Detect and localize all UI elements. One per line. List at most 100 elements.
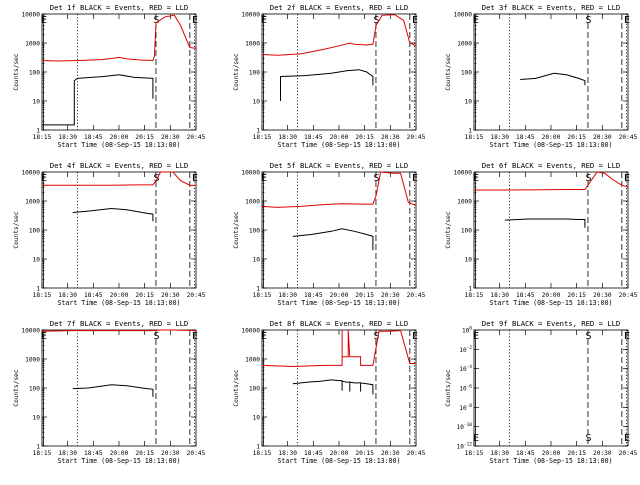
y-tick-label: 1 xyxy=(468,286,472,293)
x-tick-label: 18:45 xyxy=(84,134,103,141)
x-tick-label: 20:45 xyxy=(187,292,206,299)
y-tick-label: 100 xyxy=(29,386,40,393)
marker-label: E xyxy=(41,173,47,184)
panel-det-8: Det 8f BLACK = Events, RED = LLD 1 10 100 10… xyxy=(233,319,426,465)
panel-det-2: Det 2f BLACK = Events, RED = LLD 1 10 100 10… xyxy=(233,3,426,149)
x-axis-label: Start Time (08-Sep-15 18:13:00) xyxy=(277,299,400,307)
panel-title: Det 6f BLACK = Events, RED = LLD xyxy=(482,161,620,170)
marker-label-bottom: S xyxy=(585,433,591,444)
y-axis-label: Counts/sec xyxy=(445,369,452,407)
y-axis-label: Counts/sec xyxy=(233,369,240,407)
y-tick-label: 100 xyxy=(461,70,472,77)
y-tick-label: 1 xyxy=(256,444,260,451)
x-tick-label: 20:30 xyxy=(381,450,400,457)
x-tick-label: 18:30 xyxy=(490,450,509,457)
x-tick-label: 18:15 xyxy=(253,134,272,141)
marker-label: S xyxy=(373,15,379,26)
x-tick-label: 20:45 xyxy=(187,450,206,457)
x-axis-label: Start Time (08-Sep-15 18:13:00) xyxy=(489,141,612,149)
y-tick-label: 10000 xyxy=(21,328,40,335)
marker-label: E xyxy=(624,15,630,26)
x-tick-label: 20:15 xyxy=(135,134,154,141)
x-tick-label: 20:15 xyxy=(567,292,586,299)
x-tick-label: 18:30 xyxy=(58,450,77,457)
marker-label: S xyxy=(153,15,159,26)
x-tick-label: 20:45 xyxy=(407,450,426,457)
y-tick-label: 10000 xyxy=(453,170,472,177)
y-axis-label: Counts/sec xyxy=(13,53,20,91)
x-tick-label: 20:15 xyxy=(567,450,586,457)
x-tick-label: 18:15 xyxy=(253,292,272,299)
x-tick-label: 20:00 xyxy=(542,292,561,299)
marker-label-bottom: E xyxy=(473,433,479,444)
y-axis-label: Counts/sec xyxy=(233,211,240,249)
x-tick-label: 20:00 xyxy=(110,450,129,457)
x-tick-label: 20:30 xyxy=(161,450,180,457)
panel-title: Det 7f BLACK = Events, RED = LLD xyxy=(50,319,188,328)
x-tick-label: 18:45 xyxy=(304,292,323,299)
y-tick-label: 1 xyxy=(256,286,260,293)
x-axis-label: Start Time (08-Sep-15 18:13:00) xyxy=(277,457,400,465)
x-tick-label: 20:00 xyxy=(542,134,561,141)
series-events xyxy=(42,74,154,126)
y-tick-label: 10-2 xyxy=(459,345,472,354)
y-tick-label: 10-4 xyxy=(459,364,472,373)
marker-label: S xyxy=(373,173,379,184)
marker-label: E xyxy=(412,173,418,184)
y-tick-label: 10000 xyxy=(241,328,260,335)
series-events xyxy=(504,218,586,228)
plot-frame xyxy=(473,329,629,447)
y-tick-label: 1000 xyxy=(457,199,472,206)
y-tick-label: 1 xyxy=(36,444,40,451)
y-tick-label: 1000 xyxy=(245,357,260,364)
marker-label: S xyxy=(585,173,591,184)
series-lld xyxy=(474,171,629,191)
y-tick-label: 10000 xyxy=(21,12,40,19)
x-tick-label: 18:15 xyxy=(253,450,272,457)
marker-label: E xyxy=(412,331,418,342)
x-tick-label: 20:15 xyxy=(135,450,154,457)
x-tick-label: 18:15 xyxy=(465,450,484,457)
x-tick-label: 18:45 xyxy=(304,134,323,141)
series-lld xyxy=(42,171,197,187)
x-tick-label: 20:00 xyxy=(330,292,349,299)
x-tick-label: 20:00 xyxy=(330,134,349,141)
y-tick-label: 1000 xyxy=(25,41,40,48)
x-tick-label: 20:45 xyxy=(619,450,638,457)
x-tick-label: 20:15 xyxy=(135,292,154,299)
x-axis-label: Start Time (08-Sep-15 18:13:00) xyxy=(57,141,180,149)
x-tick-label: 18:45 xyxy=(84,292,103,299)
marker-label-bottom: E xyxy=(624,433,630,444)
y-tick-label: 100 xyxy=(249,228,260,235)
x-tick-label: 20:30 xyxy=(381,134,400,141)
x-tick-label: 18:30 xyxy=(490,292,509,299)
x-tick-label: 20:15 xyxy=(355,292,374,299)
x-tick-label: 18:45 xyxy=(516,292,535,299)
y-tick-label: 10000 xyxy=(241,170,260,177)
y-tick-label: 100 xyxy=(249,386,260,393)
x-tick-label: 20:30 xyxy=(593,134,612,141)
marker-label: E xyxy=(473,331,479,342)
x-tick-label: 18:45 xyxy=(516,134,535,141)
x-tick-label: 20:45 xyxy=(619,292,638,299)
plot-frame xyxy=(41,13,197,131)
panel-det-5: Det 5f BLACK = Events, RED = LLD 1 10 100 10… xyxy=(233,161,426,307)
series-lld xyxy=(261,329,416,368)
y-tick-label: 10 xyxy=(465,257,473,264)
y-tick-label: 1000 xyxy=(245,199,260,206)
y-tick-label: 1 xyxy=(256,128,260,135)
series-events xyxy=(72,207,154,222)
y-axis-label: Counts/sec xyxy=(233,53,240,91)
y-tick-label: 10 xyxy=(465,99,473,106)
marker-label: E xyxy=(192,173,198,184)
x-tick-label: 18:15 xyxy=(33,450,52,457)
x-tick-label: 20:30 xyxy=(593,450,612,457)
y-tick-label: 10 xyxy=(33,257,41,264)
panel-title: Det 3f BLACK = Events, RED = LLD xyxy=(482,3,620,12)
x-tick-label: 20:45 xyxy=(187,134,206,141)
y-tick-label: 10 xyxy=(253,257,261,264)
x-tick-label: 18:30 xyxy=(278,134,297,141)
marker-label: E xyxy=(624,331,630,342)
